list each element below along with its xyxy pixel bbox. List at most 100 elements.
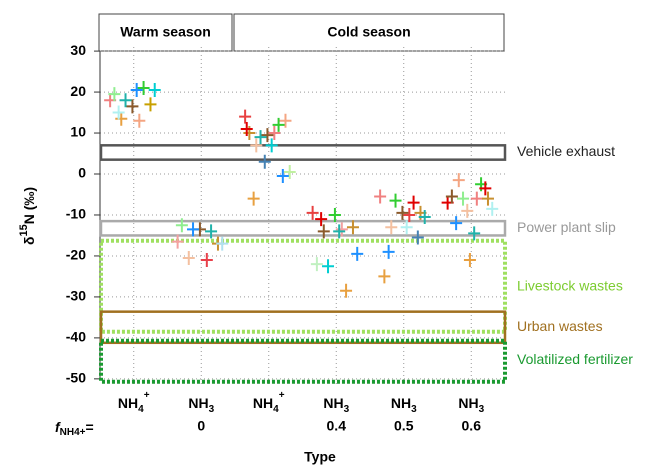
source-range (99, 144, 507, 161)
x-tick-label: NH4+ (118, 390, 150, 415)
f-value: 0.4 (327, 418, 347, 434)
y-tick-label: -20 (66, 247, 86, 263)
y-tick-label: -40 (66, 329, 86, 345)
f-main: f (55, 419, 61, 435)
point (468, 226, 481, 241)
point (461, 203, 474, 218)
f-label: fNH4+= (55, 419, 94, 438)
x-tick-sub: 3 (411, 404, 417, 415)
point (254, 130, 267, 145)
x-tick-base: NH (458, 395, 478, 411)
point (171, 234, 184, 249)
source-label: Power plant slip (517, 219, 616, 235)
point (108, 87, 121, 102)
point (148, 83, 161, 98)
x-tick-label: NH3 (458, 395, 484, 415)
point (340, 283, 353, 298)
y-title-rest: N (‰) (21, 187, 37, 224)
point (130, 83, 143, 98)
point (470, 191, 483, 206)
y-axis-title: δ15N (‰) (18, 187, 37, 245)
point (272, 117, 285, 132)
point (126, 99, 139, 114)
point (351, 246, 364, 261)
source-range (99, 238, 507, 334)
x-tick-label: NH3 (391, 395, 417, 415)
y-tick-label: -50 (66, 370, 86, 386)
f-sub: NH4+ (60, 427, 86, 438)
source-range (99, 310, 507, 345)
point (137, 80, 150, 95)
point (112, 105, 125, 120)
x-tick-base: NH (323, 395, 343, 411)
point (306, 205, 319, 220)
x-tick-sup: + (279, 390, 285, 401)
f-rest: = (86, 419, 94, 435)
x-tick-sub: 3 (344, 404, 350, 415)
source-range (99, 219, 507, 237)
point (175, 218, 188, 233)
point (479, 181, 492, 196)
x-tick-base: NH (391, 395, 411, 411)
source-label: Livestock wastes (517, 277, 623, 293)
point (411, 230, 424, 245)
facet-label: Warm season (120, 24, 211, 40)
point (200, 253, 213, 268)
point (445, 189, 458, 204)
point (119, 93, 132, 108)
point (407, 195, 420, 210)
point (115, 111, 128, 126)
point (418, 210, 431, 225)
point (187, 222, 200, 237)
facet-strip (233, 13, 505, 52)
x-tick-sub: 4 (273, 404, 279, 415)
point (310, 257, 323, 272)
x-tick-label: NH3 (323, 395, 349, 415)
point (481, 191, 494, 206)
point (247, 191, 260, 206)
point (315, 212, 328, 227)
point (450, 216, 463, 231)
source-label: Volatilized fertilizer (517, 351, 633, 367)
x-tick-base: NH (188, 395, 208, 411)
point (333, 224, 346, 239)
y-tick-label: 20 (70, 83, 86, 99)
x-tick-base: NH (118, 395, 138, 411)
point (400, 220, 413, 235)
point (328, 207, 341, 222)
y-tick-label: -10 (66, 206, 86, 222)
point (374, 189, 387, 204)
point (385, 220, 398, 235)
y-tick-label: 10 (70, 124, 86, 140)
point (240, 121, 253, 136)
point (205, 224, 218, 239)
x-tick-label: NH3 (188, 395, 214, 415)
point (396, 205, 409, 220)
x-tick-sup: + (144, 390, 150, 401)
point (322, 259, 335, 274)
point (144, 97, 157, 112)
point (258, 154, 271, 169)
x-tick-sub: 3 (209, 404, 215, 415)
point (335, 222, 348, 237)
facet-label: Cold season (327, 24, 410, 40)
y-tick-label: 30 (70, 42, 86, 58)
f-value: 0.5 (394, 418, 414, 434)
point (486, 201, 499, 216)
y-tick-label: -30 (66, 288, 86, 304)
point (463, 253, 476, 268)
point (378, 269, 391, 284)
point (279, 113, 292, 128)
point (268, 126, 281, 141)
point (283, 164, 296, 179)
point (250, 138, 263, 153)
point (276, 169, 289, 184)
point (182, 250, 195, 265)
point (133, 113, 146, 128)
x-tick-sub: 3 (479, 404, 485, 415)
f-value: 0 (197, 418, 205, 434)
source-range (99, 338, 507, 384)
x-axis-title: Type (304, 449, 336, 465)
